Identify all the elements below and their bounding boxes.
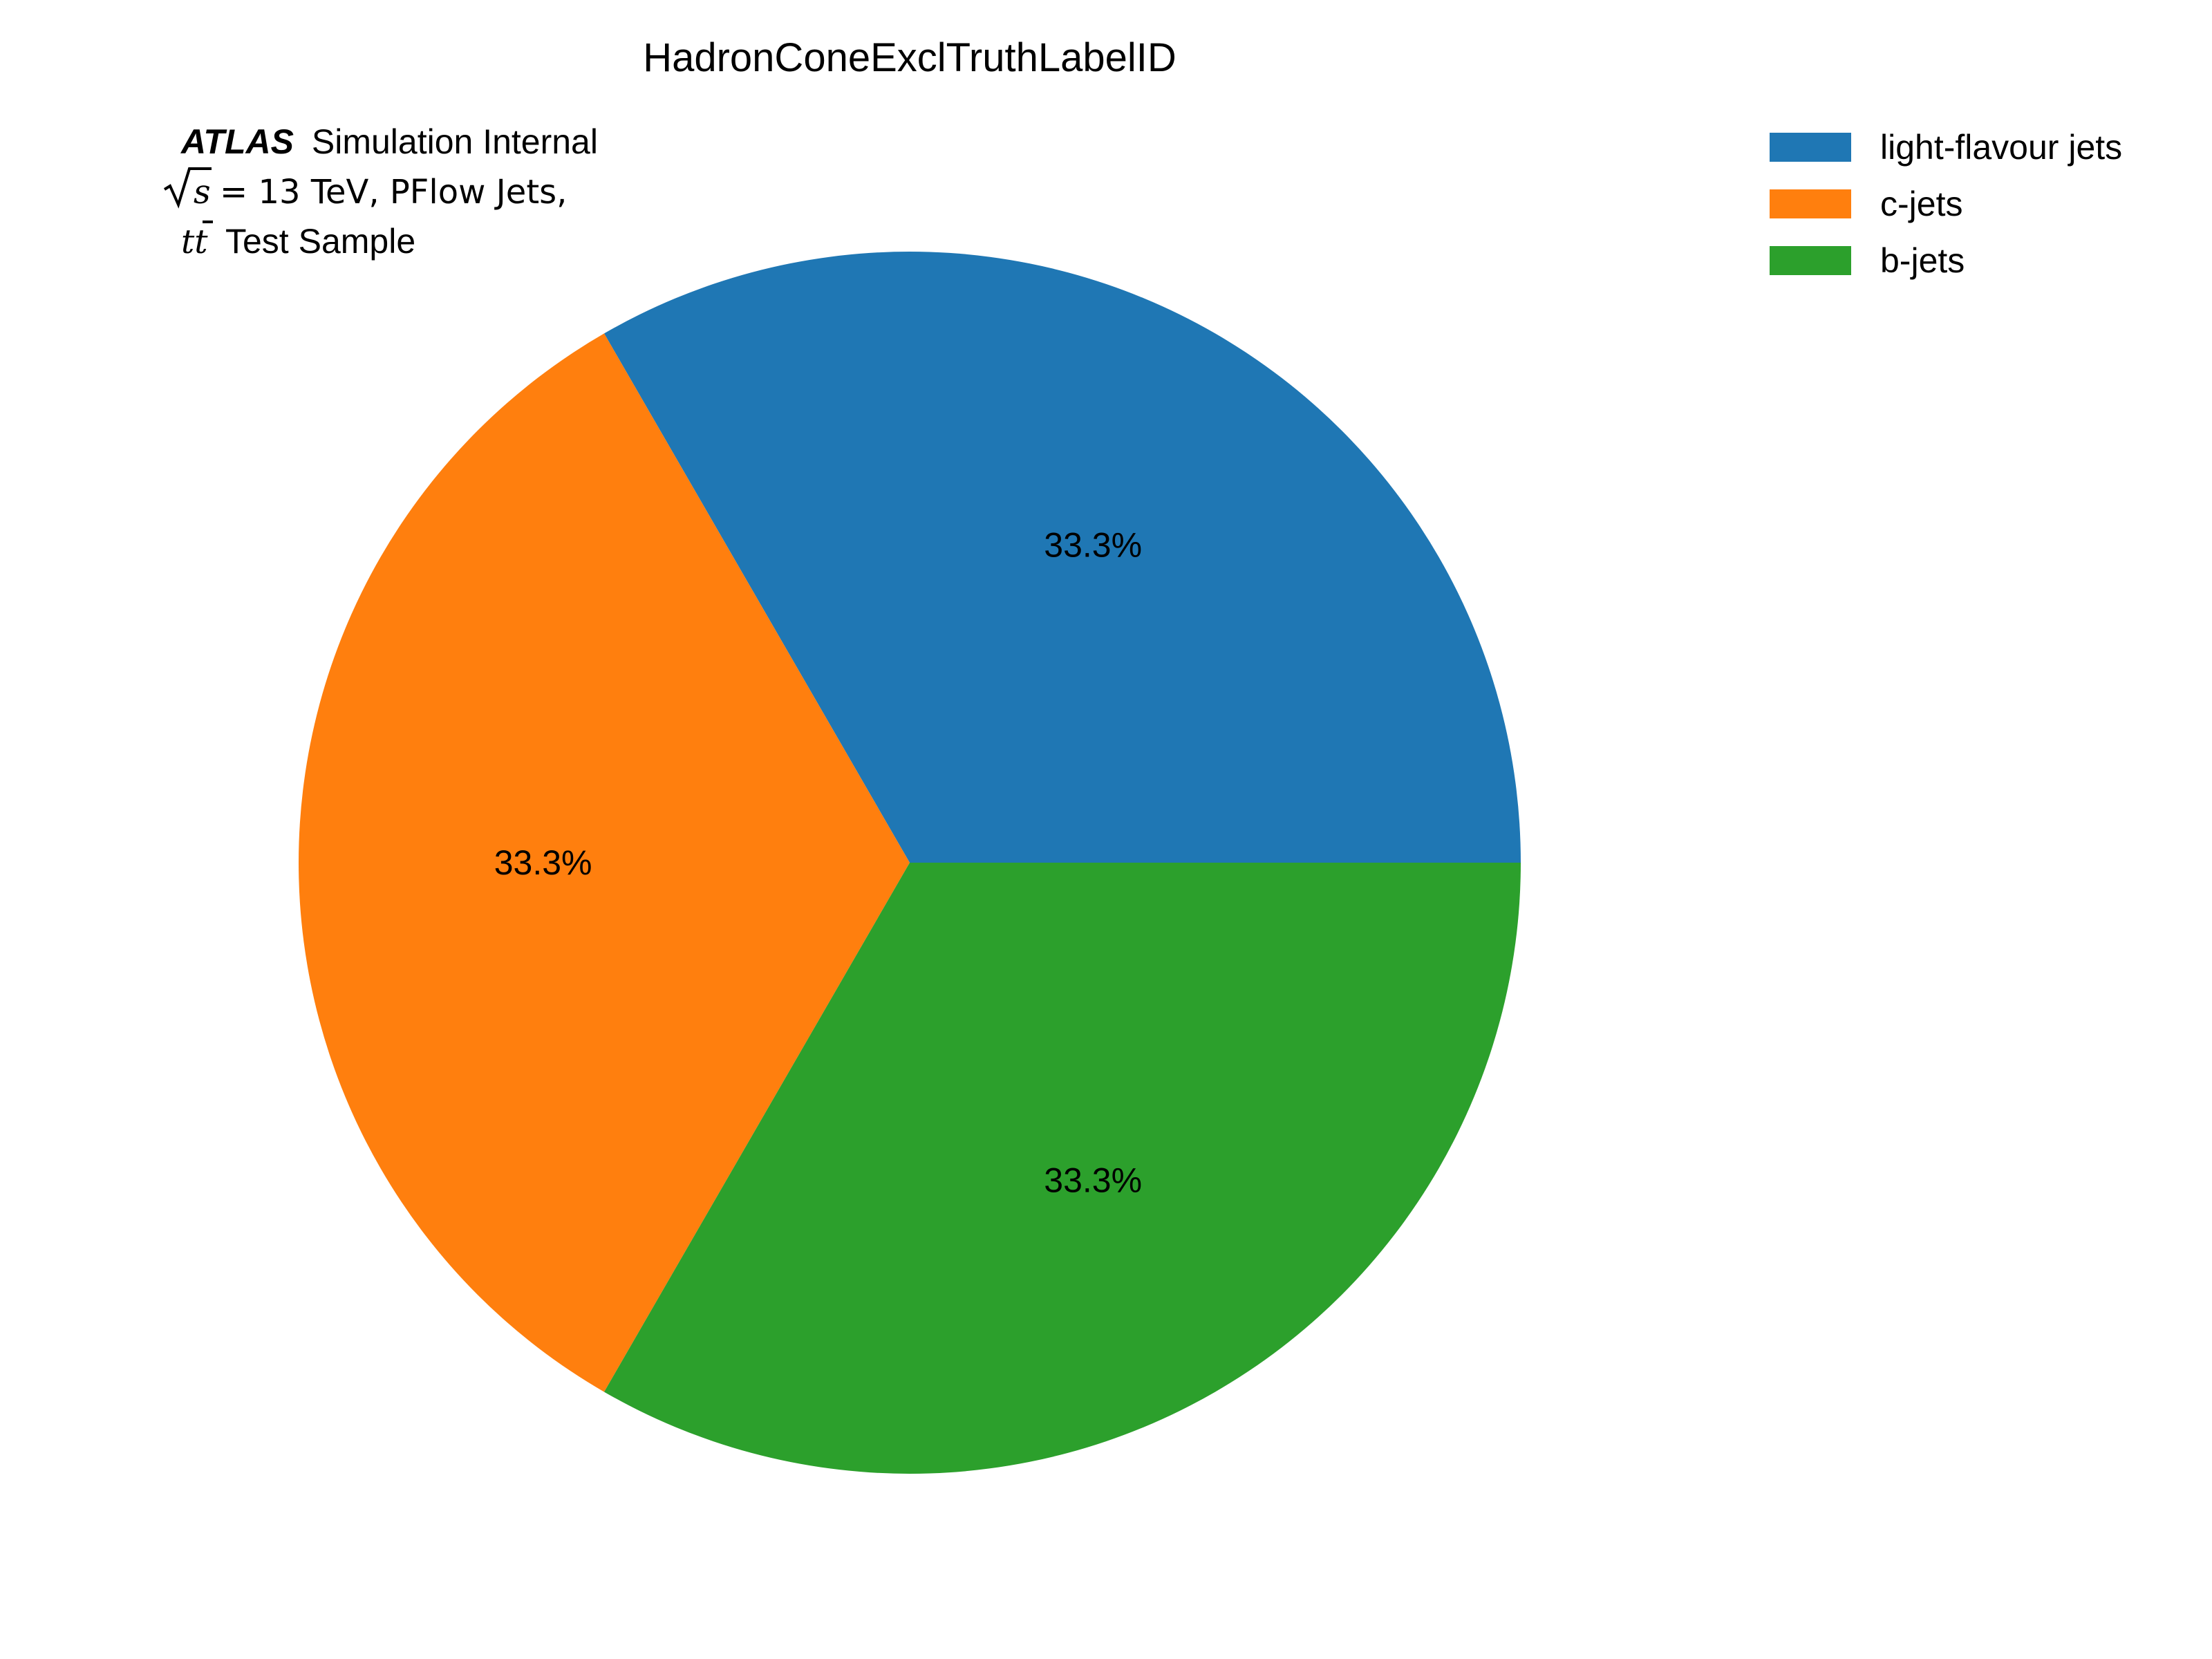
svg-text:ATLAS Simulation Interna: ATLAS Simulation Internal <box>180 122 598 161</box>
legend-swatch-light-flavour-jets <box>1770 133 1851 162</box>
pie-slice-light-flavour-jets <box>604 252 1521 863</box>
pie-label-light-flavour-jets: 33.3% <box>1044 526 1142 565</box>
legend-swatch-c-jets <box>1770 189 1851 218</box>
simulation-status: Simulation Internal <box>312 122 598 161</box>
legend-label-c-jets: c-jets <box>1880 185 1962 223</box>
pie-value-labels: 33.3% 33.3% 33.3% <box>494 526 1142 1200</box>
energy-line: s = 13 TeV, PFlow Jets, <box>163 167 567 212</box>
atlas-annotation: ATLAS Simulation Internal s = 13 TeV, PF… <box>163 122 598 261</box>
chart-title: HadronConeExclTruthLabelID <box>643 35 1177 80</box>
sample-text: Test Sample <box>225 222 415 261</box>
legend: light-flavour jets c-jets b-jets <box>1770 128 2122 280</box>
sample-line: tt Test Sample <box>181 221 415 261</box>
pie-label-b-jets: 33.3% <box>1044 1161 1142 1199</box>
sqrt-symbol <box>163 167 212 209</box>
pie-slice-b-jets <box>604 863 1521 1474</box>
atlas-label: ATLAS <box>180 122 294 161</box>
legend-swatch-b-jets <box>1770 246 1851 275</box>
legend-label-b-jets: b-jets <box>1880 241 1965 280</box>
pie-slices <box>299 252 1521 1474</box>
energy-value: = 13 TeV, PFlow Jets, <box>220 173 567 212</box>
legend-label-light-flavour-jets: light-flavour jets <box>1880 128 2122 167</box>
energy-symbol: s <box>194 173 211 212</box>
sample-symbol: tt <box>181 223 208 261</box>
pie-label-c-jets: 33.3% <box>494 843 592 882</box>
